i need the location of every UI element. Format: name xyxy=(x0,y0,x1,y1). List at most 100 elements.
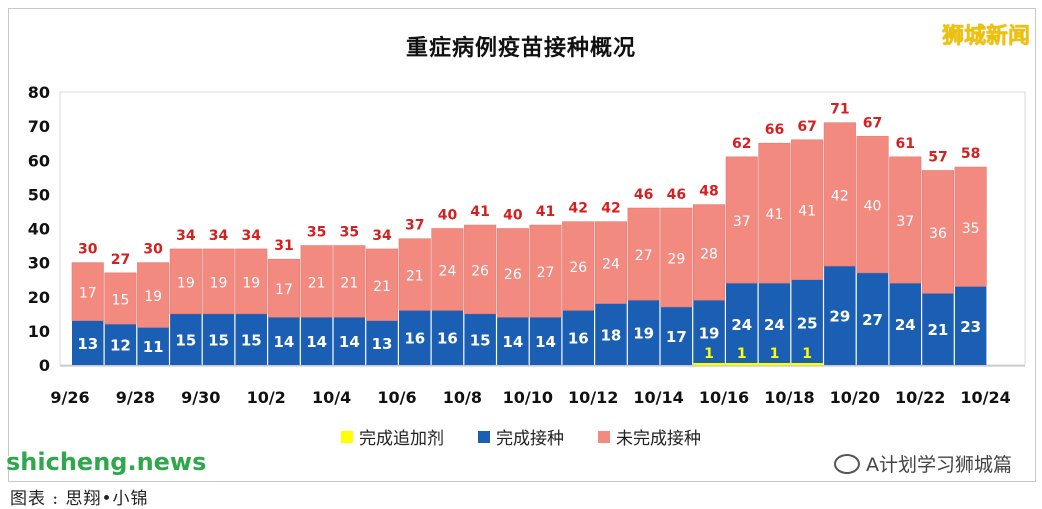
legend-swatch-not-completed xyxy=(598,430,610,443)
bar-completed xyxy=(529,317,562,365)
bar-booster xyxy=(758,363,791,366)
bar-not-completed xyxy=(954,166,987,287)
x-tick-label: 9/30 xyxy=(181,388,220,407)
x-tick-label: 10/22 xyxy=(895,388,945,407)
bar-group: 1317301215271119301519341519341519341417… xyxy=(71,102,987,366)
wechat-credit-text: A计划学习狮城篇 xyxy=(866,454,1012,476)
bar-completed xyxy=(300,317,333,365)
data-label-not-completed: 26 xyxy=(569,260,587,276)
y-tick-label: 20 xyxy=(28,288,50,307)
data-label-completed: 19 xyxy=(633,325,654,343)
data-label-completed: 24 xyxy=(731,316,752,334)
data-label-booster: 1 xyxy=(704,346,714,362)
bar-not-completed xyxy=(169,248,202,315)
data-label-total: 46 xyxy=(667,187,686,203)
data-label-not-completed: 24 xyxy=(439,263,457,279)
data-label-not-completed: 41 xyxy=(798,204,816,220)
data-label-not-completed: 17 xyxy=(79,286,97,302)
x-tick-label: 10/6 xyxy=(377,388,416,407)
data-label-not-completed: 37 xyxy=(733,214,751,230)
x-tick-label: 10/20 xyxy=(830,388,880,407)
legend-item-not-completed: 未完成接种 xyxy=(598,424,701,449)
data-label-not-completed: 15 xyxy=(112,292,130,308)
data-label-total: 61 xyxy=(896,136,915,152)
data-label-total: 30 xyxy=(78,242,98,258)
bar-completed xyxy=(333,317,366,365)
y-tick-label: 40 xyxy=(28,220,50,239)
x-tick-label: 10/24 xyxy=(960,388,1010,407)
y-tick-label: 10 xyxy=(28,322,50,341)
bar-completed xyxy=(235,313,267,365)
bar-completed xyxy=(464,313,496,365)
bar-not-completed xyxy=(235,248,268,315)
wechat-icon xyxy=(834,453,860,474)
x-tick-label: 10/2 xyxy=(247,388,286,407)
bar-completed xyxy=(366,320,398,365)
y-axis: 0 10 20 30 40 50 60 70 80 xyxy=(28,83,1026,375)
bar-not-completed xyxy=(202,248,235,315)
data-label-not-completed: 35 xyxy=(962,221,980,237)
legend-label-booster: 完成追加剂 xyxy=(359,429,444,449)
y-tick-label: 30 xyxy=(28,254,50,273)
bar-completed xyxy=(399,310,431,365)
x-tick-label: 10/14 xyxy=(633,388,683,407)
x-tick-label: 10/10 xyxy=(503,388,553,407)
legend-label-not-completed: 未完成接种 xyxy=(616,429,701,449)
data-label-total: 67 xyxy=(797,119,816,135)
bar-not-completed xyxy=(267,258,301,318)
bar-not-completed xyxy=(725,156,758,284)
data-label-booster: 1 xyxy=(770,346,780,362)
data-label-completed: 27 xyxy=(862,311,883,329)
bar-booster xyxy=(726,363,758,366)
bar-not-completed xyxy=(692,204,726,301)
bar-completed xyxy=(693,300,725,365)
data-label-completed: 23 xyxy=(960,318,981,336)
data-label-total: 35 xyxy=(307,225,326,241)
data-label-completed: 16 xyxy=(437,330,458,348)
bar-not-completed xyxy=(398,238,431,311)
data-label-completed: 16 xyxy=(404,330,425,348)
y-tick-label: 0 xyxy=(39,356,50,375)
bar-not-completed xyxy=(496,228,529,318)
data-label-not-completed: 37 xyxy=(896,214,914,230)
x-tick-label: 10/16 xyxy=(699,388,749,407)
data-label-completed: 16 xyxy=(568,330,589,348)
bar-completed xyxy=(268,317,300,365)
data-label-completed: 19 xyxy=(699,325,720,343)
data-label-booster: 1 xyxy=(802,346,812,362)
bar-completed xyxy=(595,303,627,365)
data-label-not-completed: 19 xyxy=(177,275,195,291)
data-label-completed: 15 xyxy=(175,331,196,349)
data-label-total: 37 xyxy=(405,218,424,234)
bar-not-completed xyxy=(464,224,497,315)
data-label-completed: 15 xyxy=(241,331,262,349)
data-label-not-completed: 17 xyxy=(275,282,293,298)
legend-label-completed: 完成接种 xyxy=(496,429,564,449)
data-label-not-completed: 26 xyxy=(471,263,489,279)
data-label-total: 62 xyxy=(732,136,751,152)
data-label-total: 27 xyxy=(111,252,130,268)
bar-not-completed xyxy=(529,224,562,318)
y-tick-label: 70 xyxy=(28,117,50,136)
bar-not-completed xyxy=(365,248,399,321)
data-label-total: 31 xyxy=(274,238,293,254)
data-label-completed: 15 xyxy=(470,331,491,349)
data-label-not-completed: 19 xyxy=(242,275,260,291)
data-label-not-completed: 27 xyxy=(537,265,555,281)
bar-not-completed xyxy=(921,170,955,294)
x-tick-label: 10/4 xyxy=(312,388,351,407)
data-label-completed: 14 xyxy=(502,333,523,351)
data-label-not-completed: 21 xyxy=(340,275,358,291)
brand-logo-text: 狮城新闻 xyxy=(941,24,1030,49)
data-label-not-completed: 42 xyxy=(831,188,849,204)
bar-not-completed xyxy=(333,245,366,318)
data-label-completed: 11 xyxy=(143,338,164,356)
data-label-total: 71 xyxy=(830,102,849,118)
bar-booster xyxy=(693,363,725,366)
legend-swatch-completed xyxy=(478,430,490,443)
data-label-completed: 12 xyxy=(110,337,131,355)
bar-completed xyxy=(922,293,954,365)
bar-completed xyxy=(72,320,104,365)
bar-completed xyxy=(627,300,660,365)
